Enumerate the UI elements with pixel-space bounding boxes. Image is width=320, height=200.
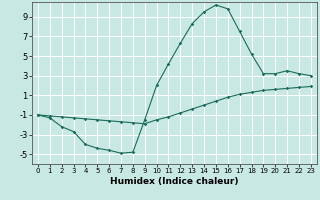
X-axis label: Humidex (Indice chaleur): Humidex (Indice chaleur) — [110, 177, 239, 186]
